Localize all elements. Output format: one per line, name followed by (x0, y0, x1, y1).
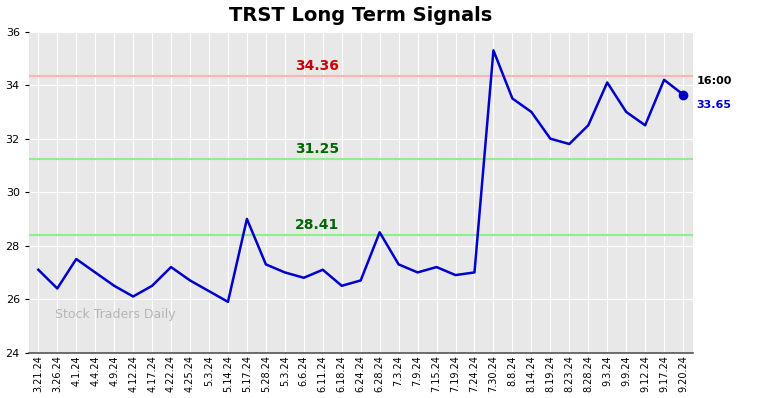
Text: 28.41: 28.41 (295, 218, 339, 232)
Text: Stock Traders Daily: Stock Traders Daily (56, 308, 176, 320)
Text: 31.25: 31.25 (295, 142, 339, 156)
Text: 33.65: 33.65 (696, 100, 731, 110)
Text: 16:00: 16:00 (696, 76, 731, 86)
Title: TRST Long Term Signals: TRST Long Term Signals (229, 6, 492, 25)
Text: 34.36: 34.36 (295, 59, 339, 73)
